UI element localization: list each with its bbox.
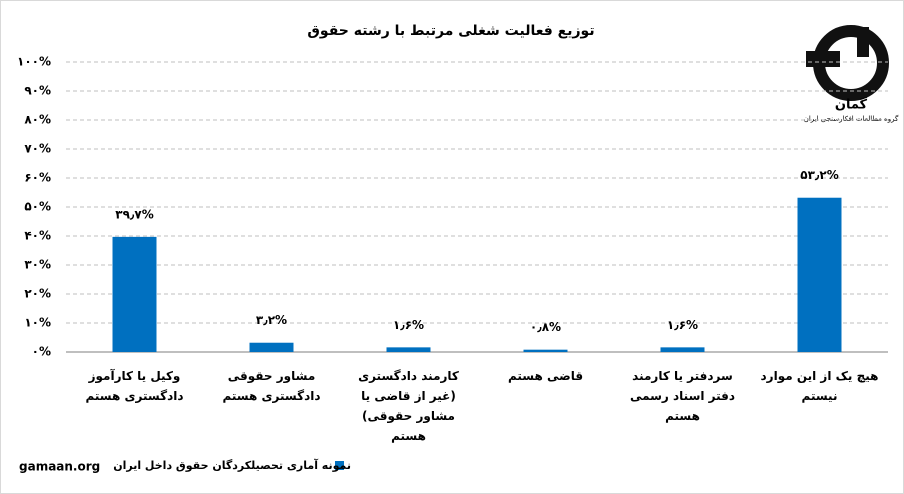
y-tick-label: ۹۰% — [24, 84, 51, 98]
footer: gamaan.org — [19, 460, 100, 474]
value-label: ۳٫۲% — [256, 313, 287, 327]
value-label: ۱٫۶% — [393, 318, 424, 332]
legend-swatch — [335, 461, 344, 470]
logo-mark — [806, 25, 889, 101]
y-tick-label: ۶۰% — [24, 171, 51, 185]
bar — [523, 349, 568, 352]
x-tick-label: هیچ یک از این موارد نیستم — [760, 369, 879, 403]
x-tick-label: کارمند دادگستری (غیر از قاضی یا مشاور حق… — [358, 369, 459, 443]
y-tick-label: ۱۰% — [24, 316, 51, 330]
y-tick-label: ۳۰% — [24, 258, 51, 272]
bar — [660, 347, 705, 352]
y-tick-label: ۲۰% — [24, 287, 51, 301]
y-tick-label: ۴۰% — [24, 229, 51, 243]
legend-label: نمونه آماری تحصیلکردگان حقوق داخل ایران — [113, 458, 351, 472]
x-tick-label: مشاور حقوقی دادگستری هستم — [222, 369, 321, 403]
x-tick-label: قاضی هستم — [507, 369, 584, 383]
y-tick-label: ۸۰% — [24, 113, 51, 127]
y-tick-label: ۷۰% — [24, 142, 51, 156]
logo-name: گمان — [835, 97, 868, 113]
value-label: ۰٫۸% — [530, 320, 561, 334]
y-tick-label: ۰% — [32, 345, 51, 359]
value-label: ۵۳٫۲% — [800, 168, 839, 182]
x-tick-label: سردفتر یا کارمند دفتر اسناد رسمی هستم — [629, 369, 736, 423]
y-tick-label: ۱۰۰% — [17, 55, 51, 69]
bar — [797, 197, 842, 352]
value-label: ۱٫۶% — [667, 318, 698, 332]
bar — [249, 342, 294, 352]
bar — [386, 347, 431, 352]
logo-tagline: گروه مطالعات افکارسنجی ایران — [804, 114, 899, 123]
y-tick-label: ۵۰% — [24, 200, 51, 214]
chart-title: توزیع فعالیت شغلی مرتبط با رشته حقوق — [307, 23, 594, 39]
x-tick-label: وکیل یا کارآموز دادگستری هستم — [85, 369, 184, 403]
bar — [112, 236, 157, 352]
value-label: ۳۹٫۷% — [115, 207, 154, 221]
